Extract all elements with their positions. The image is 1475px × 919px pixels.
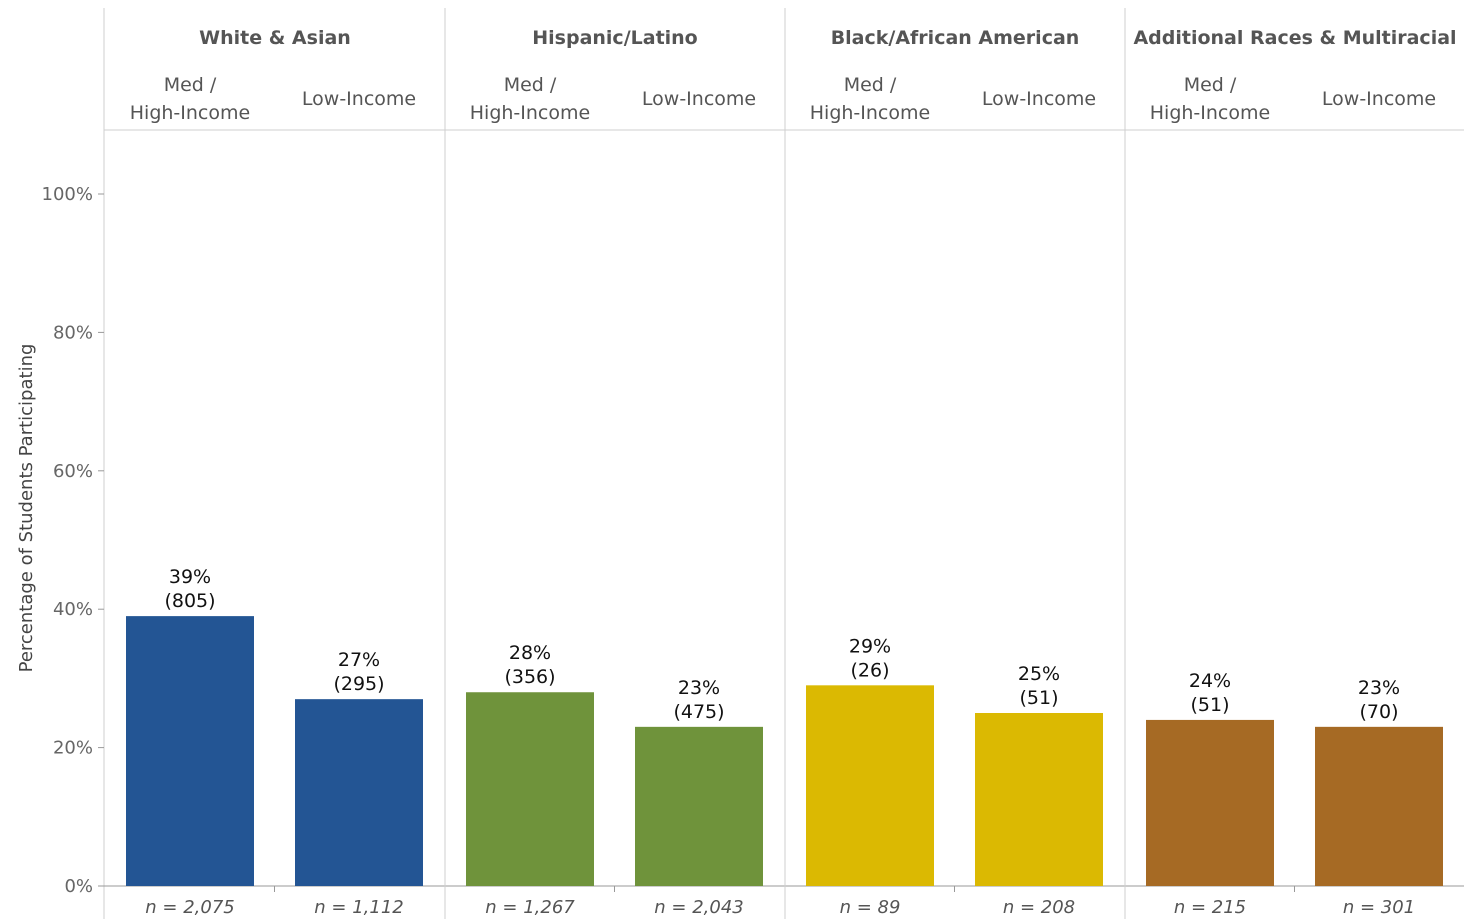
y-axis-title: Percentage of Students Participating [16, 344, 37, 673]
bar-count-label: (51) [1019, 687, 1058, 709]
category-label: Med / [844, 74, 897, 96]
bar-percent-label: 25% [1018, 663, 1060, 685]
y-tick-label: 0% [64, 876, 93, 897]
bar-percent-label: 39% [169, 566, 211, 588]
bar-count-label: (295) [333, 673, 384, 695]
bar-count-label: (475) [673, 701, 724, 723]
bar [635, 726, 763, 886]
bar [126, 616, 254, 886]
group-title: Hispanic/Latino [532, 27, 698, 49]
category-label: High-Income [1150, 102, 1270, 124]
n-label: n = 2,075 [145, 897, 234, 918]
n-label: n = 2,043 [654, 897, 743, 918]
bar [806, 685, 934, 886]
y-tick-label: 20% [53, 738, 93, 759]
bar [1315, 726, 1443, 886]
n-label: n = 1,112 [314, 897, 403, 918]
bar-count-label: (356) [504, 666, 555, 688]
bar [1146, 719, 1274, 886]
y-tick-label: 80% [53, 322, 93, 343]
bar [466, 692, 594, 886]
group-title: Black/African American [831, 27, 1080, 49]
bar-percent-label: 23% [1358, 677, 1400, 699]
category-label: High-Income [130, 102, 250, 124]
y-axis: 0% 20% 40% 60% 80% 100% [42, 184, 104, 897]
n-label: n = 215 [1174, 897, 1246, 918]
bar-count-label: (51) [1190, 694, 1229, 716]
n-label: n = 301 [1343, 897, 1415, 918]
n-label: n = 89 [840, 897, 901, 918]
bar-count-label: (805) [164, 590, 215, 612]
bar-percent-label: 23% [678, 677, 720, 699]
category-label: High-Income [470, 102, 590, 124]
category-label: Med / [164, 74, 217, 96]
category-label: Med / [504, 74, 557, 96]
bars: 39%(805)27%(295)28%(356) 23%(475)29%(26) 2… [126, 566, 1443, 886]
bar-percent-label: 29% [849, 635, 891, 657]
group-headers: White & Asian Med / High-Income Low-Income H… [130, 27, 1457, 124]
n-label: n = 208 [1003, 897, 1075, 918]
y-tick-label: 40% [53, 599, 93, 620]
y-tick-label: 60% [53, 461, 93, 482]
group-title: Additional Races & Multiracial [1133, 27, 1456, 49]
bar-count-label: (70) [1359, 701, 1398, 723]
bar [295, 699, 423, 886]
bar-percent-label: 24% [1189, 670, 1231, 692]
category-label: Low-Income [302, 88, 416, 110]
category-label: Low-Income [982, 88, 1096, 110]
bar-percent-label: 27% [338, 649, 380, 671]
category-label: Low-Income [1322, 88, 1436, 110]
category-label: Med / [1184, 74, 1237, 96]
group-title: White & Asian [199, 27, 351, 49]
category-label: High-Income [810, 102, 930, 124]
bar [975, 713, 1103, 886]
n-label: n = 1,267 [485, 897, 575, 918]
bar-count-label: (26) [850, 659, 889, 681]
n-labels: n = 2,075 n = 1,112 n = 1,267 n = 2,043 n = … [145, 897, 1415, 918]
bar-percent-label: 28% [509, 642, 551, 664]
y-tick-label: 100% [42, 184, 93, 205]
category-label: Low-Income [642, 88, 756, 110]
